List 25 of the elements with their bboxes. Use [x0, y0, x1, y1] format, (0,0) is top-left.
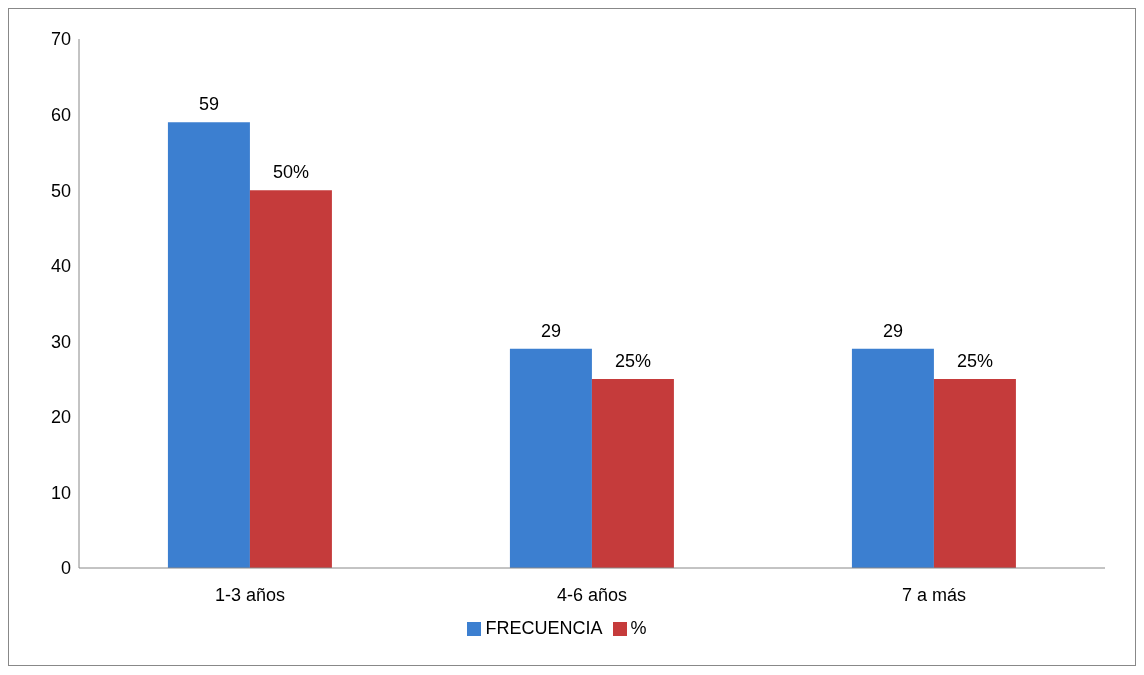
x-tick-label: 7 a más: [901, 584, 967, 605]
y-tick-label: 20: [50, 407, 71, 428]
y-tick-label: 40: [50, 256, 71, 277]
y-tick-label: 60: [50, 104, 71, 125]
bar: [933, 379, 1016, 568]
data-label: 29: [540, 320, 561, 341]
bar: [509, 348, 592, 568]
legend-label: FRECUENCIA: [485, 618, 603, 638]
y-tick-label: 70: [50, 29, 71, 50]
data-label: 59: [198, 94, 219, 115]
y-tick-label: 10: [50, 482, 71, 503]
y-tick-label: 50: [50, 180, 71, 201]
data-label: 25%: [614, 351, 651, 372]
data-label: 29: [882, 320, 903, 341]
data-label: 50%: [272, 162, 309, 183]
data-label: 25%: [956, 351, 993, 372]
bar: [851, 348, 934, 568]
legend-label: %: [630, 618, 647, 638]
x-tick-label: 1-3 años: [214, 584, 286, 605]
bar: [591, 379, 674, 568]
x-tick-label: 4-6 años: [556, 584, 628, 605]
bar: [249, 190, 332, 568]
y-tick-label: 30: [50, 331, 71, 352]
bar: [167, 122, 250, 568]
y-tick-label: 0: [60, 558, 71, 579]
